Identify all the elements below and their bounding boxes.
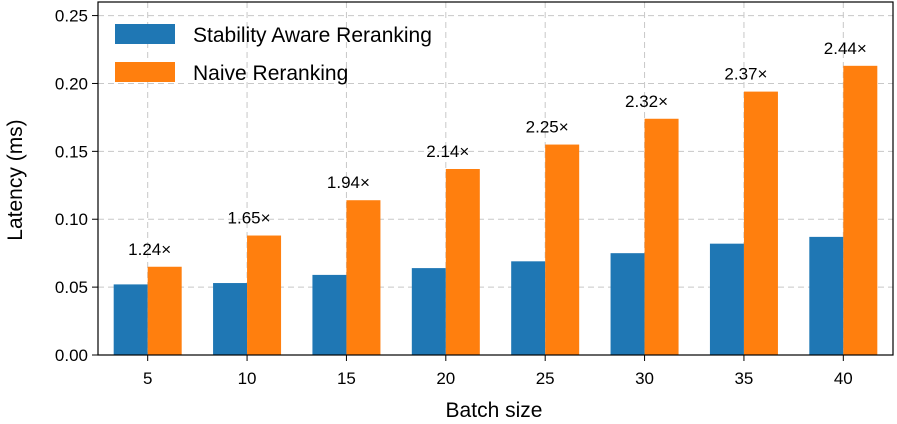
- speedup-label: 1.65×: [228, 209, 271, 228]
- x-tick-label: 35: [734, 369, 753, 388]
- y-tick-label: 0.15: [55, 142, 88, 161]
- bar-stability-aware: [709, 243, 744, 355]
- legend-label-stability-aware: Stability Aware Reranking: [193, 24, 432, 47]
- labels-layer: 1.24× 1.65× 1.94× 2.14× 2.25× 2.32× 2.37× 2.44×: [128, 39, 867, 259]
- x-tick-label: 10: [238, 369, 257, 388]
- y-axis-label: Latency (ms): [4, 119, 27, 240]
- bar-stability-aware: [809, 236, 844, 355]
- bar-naive: [545, 144, 580, 355]
- bar-stability-aware: [213, 283, 248, 355]
- legend-swatch-stability-aware: [115, 24, 175, 44]
- bar-naive: [147, 266, 182, 355]
- bar-naive: [247, 235, 282, 355]
- x-tick-label: 40: [834, 369, 853, 388]
- speedup-label: 2.25×: [526, 118, 569, 137]
- y-tick-label: 0.10: [55, 210, 88, 229]
- bar-stability-aware: [411, 268, 446, 355]
- x-axis-label: Batch size: [446, 399, 543, 422]
- x-tick-label: 30: [635, 369, 654, 388]
- bars-layer: [113, 65, 878, 356]
- bar-naive: [644, 118, 679, 355]
- x-tick-label: 15: [337, 369, 356, 388]
- bar-stability-aware: [511, 261, 546, 355]
- y-tick-label: 0.20: [55, 74, 88, 93]
- bar-naive: [843, 65, 878, 356]
- x-tick-label: 5: [143, 369, 152, 388]
- speedup-label: 1.94×: [327, 173, 370, 192]
- legend: Stability Aware Reranking Naive Rerankin…: [115, 24, 432, 85]
- y-tick-label: 0.00: [55, 346, 88, 365]
- speedup-label: 2.14×: [426, 142, 469, 161]
- ticks-layer: 0.00 0.05 0.10 0.15 0.20 0.25 5 10 15 20 25 30 35 40: [55, 7, 853, 388]
- y-tick-label: 0.05: [55, 278, 88, 297]
- y-tick-label: 0.25: [55, 7, 88, 26]
- bar-stability-aware: [312, 274, 347, 355]
- bar-stability-aware: [610, 253, 645, 355]
- legend-swatch-naive: [115, 62, 175, 82]
- legend-label-naive: Naive Reranking: [193, 62, 348, 85]
- x-tick-label: 25: [536, 369, 555, 388]
- speedup-label: 2.32×: [625, 92, 668, 111]
- speedup-label: 2.44×: [824, 39, 867, 58]
- bar-naive: [743, 91, 778, 355]
- speedup-label: 1.24×: [128, 240, 171, 259]
- x-tick-label: 20: [436, 369, 455, 388]
- plot-frame: [97, 1, 894, 356]
- bar-naive: [445, 168, 480, 355]
- bar-stability-aware: [113, 284, 148, 355]
- speedup-label: 2.37×: [724, 65, 767, 84]
- bar-naive: [346, 200, 381, 355]
